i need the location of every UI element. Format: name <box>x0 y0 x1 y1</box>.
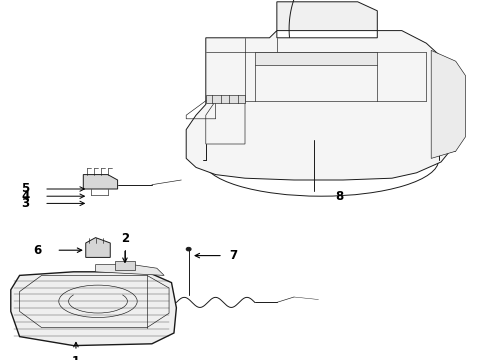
Text: 3: 3 <box>21 197 29 210</box>
Text: 7: 7 <box>229 249 238 262</box>
Polygon shape <box>11 272 176 346</box>
Polygon shape <box>206 95 245 103</box>
Text: 2: 2 <box>121 232 129 245</box>
Polygon shape <box>255 52 377 65</box>
Polygon shape <box>277 2 377 31</box>
Text: 4: 4 <box>21 190 29 203</box>
Polygon shape <box>86 238 110 257</box>
Circle shape <box>312 137 316 140</box>
Text: 5: 5 <box>21 183 29 195</box>
Polygon shape <box>83 175 118 189</box>
Polygon shape <box>186 31 456 180</box>
Text: 6: 6 <box>33 244 42 257</box>
Polygon shape <box>431 50 465 158</box>
Polygon shape <box>96 265 164 275</box>
Polygon shape <box>115 261 135 270</box>
Circle shape <box>186 247 191 251</box>
Text: 8: 8 <box>336 190 344 203</box>
Text: 1: 1 <box>72 355 80 360</box>
